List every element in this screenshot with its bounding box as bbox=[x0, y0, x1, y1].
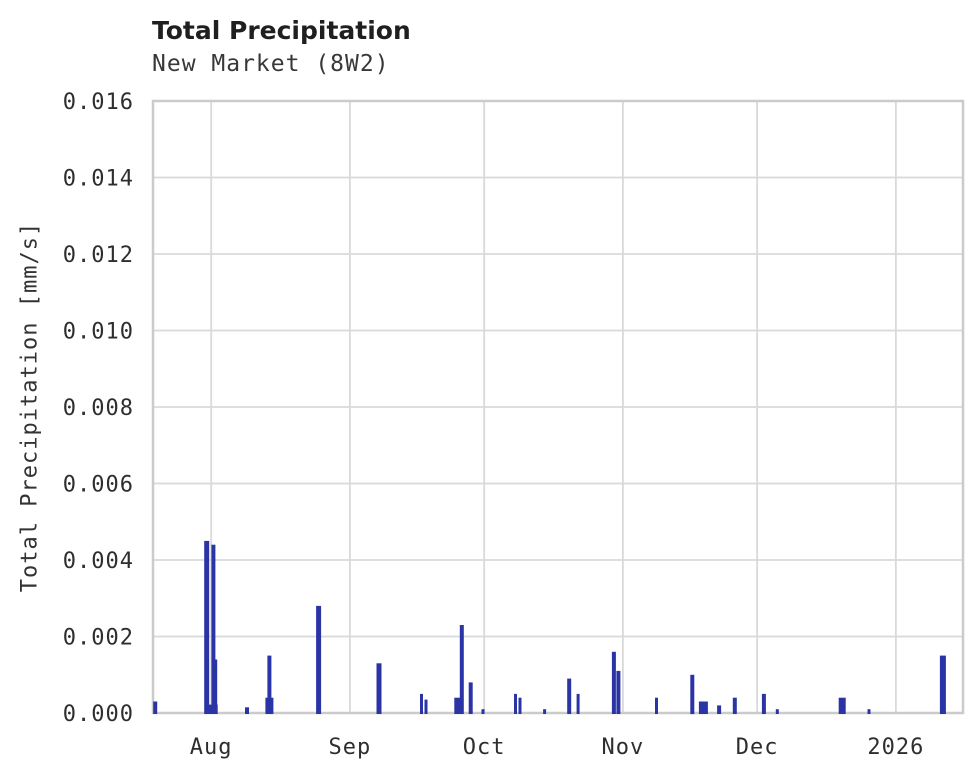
precip-bar[interactable] bbox=[838, 697, 846, 714]
grid-layer bbox=[153, 100, 963, 714]
precip-bar[interactable] bbox=[690, 674, 695, 715]
precip-bar[interactable] bbox=[698, 701, 708, 715]
x-tick-label: Oct bbox=[463, 735, 506, 760]
y-tick-label: 0.006 bbox=[63, 473, 134, 498]
y-tick-label: 0.010 bbox=[63, 320, 134, 345]
precip-bar[interactable] bbox=[655, 697, 658, 714]
precip-bar[interactable] bbox=[468, 682, 473, 714]
precip-bar[interactable] bbox=[576, 693, 580, 714]
x-tick-label: Dec bbox=[736, 735, 779, 760]
bar-layer bbox=[153, 540, 946, 715]
precip-bar[interactable] bbox=[245, 707, 249, 714]
precip-bar[interactable] bbox=[775, 709, 779, 714]
precip-bar[interactable] bbox=[316, 605, 322, 714]
x-tick-label: Aug bbox=[190, 735, 233, 760]
plot-frame bbox=[151, 99, 965, 715]
precip-bar[interactable] bbox=[204, 704, 218, 714]
y-tick-label: 0.002 bbox=[63, 626, 134, 651]
y-tick-label: 0.012 bbox=[63, 243, 134, 268]
x-tick-label: Sep bbox=[329, 735, 372, 760]
precip-bar[interactable] bbox=[611, 651, 616, 714]
axis-labels: 0.000 0.002 0.004 0.006 0.008 0.010 0.012 0.014… bbox=[63, 90, 963, 760]
precip-bar[interactable] bbox=[214, 659, 218, 715]
y-tick-label: 0.016 bbox=[63, 90, 134, 115]
precip-bar[interactable] bbox=[376, 663, 382, 714]
chart-subtitle: New Market (8W2) bbox=[152, 51, 390, 77]
precip-bar[interactable] bbox=[514, 693, 517, 714]
chart-title: Total Precipitation bbox=[152, 16, 411, 45]
precip-bar[interactable] bbox=[420, 693, 423, 714]
x-tick-label: Nov bbox=[602, 735, 645, 760]
precip-bar[interactable] bbox=[211, 544, 216, 714]
y-tick-label: 0.008 bbox=[63, 396, 134, 421]
precip-bar[interactable] bbox=[567, 678, 572, 714]
precip-bar[interactable] bbox=[616, 670, 621, 714]
precip-bar[interactable] bbox=[518, 697, 522, 714]
precip-bar[interactable] bbox=[939, 655, 946, 714]
x-tick-label: 2026 bbox=[867, 735, 924, 760]
plot-area[interactable] bbox=[153, 101, 963, 713]
precip-bar[interactable] bbox=[867, 709, 871, 714]
precip-bar[interactable] bbox=[761, 693, 766, 714]
plot-border bbox=[151, 99, 965, 715]
precip-bar[interactable] bbox=[543, 709, 547, 714]
precip-bar[interactable] bbox=[717, 705, 722, 714]
precip-bar[interactable] bbox=[459, 625, 464, 714]
precip-bar[interactable] bbox=[267, 655, 272, 714]
y-tick-label: 0.004 bbox=[63, 549, 134, 574]
precip-bar[interactable] bbox=[153, 701, 158, 715]
precip-bar[interactable] bbox=[454, 697, 461, 714]
precip-bar[interactable] bbox=[204, 540, 210, 714]
precip-bar[interactable] bbox=[424, 699, 428, 714]
precip-bar[interactable] bbox=[481, 709, 485, 714]
precip-bar[interactable] bbox=[732, 697, 737, 714]
y-tick-label: 0.014 bbox=[63, 167, 134, 192]
y-tick-label: 0.000 bbox=[63, 702, 134, 727]
